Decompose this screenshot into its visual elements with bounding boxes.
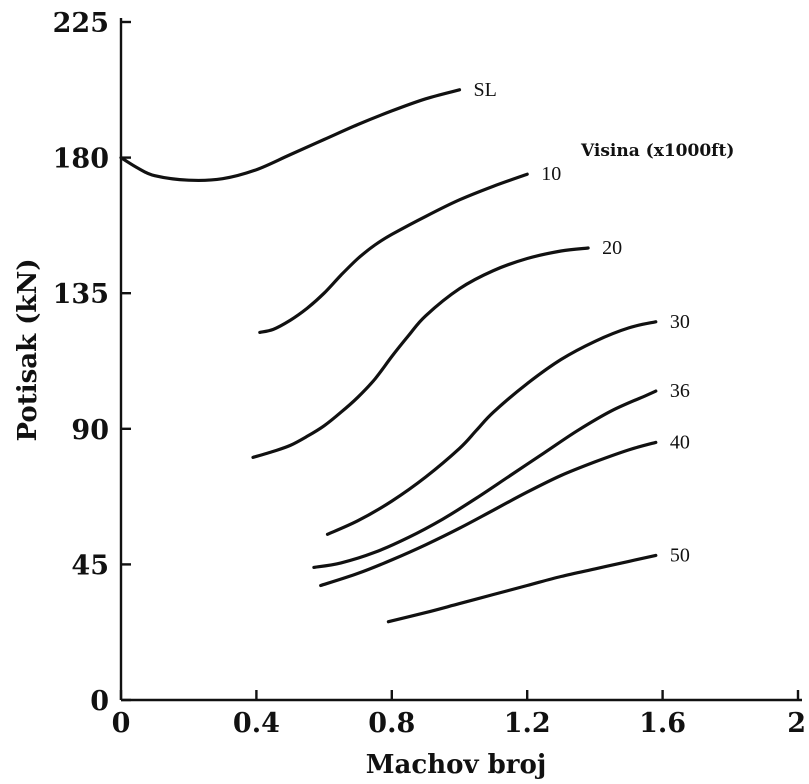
- x-tick-label: 2: [787, 708, 806, 739]
- series-line-10: [258, 172, 529, 334]
- series-line-50: [386, 553, 658, 624]
- y-tick-label: 180: [53, 144, 109, 175]
- axes: [119, 18, 802, 702]
- series-line-40: [319, 440, 658, 588]
- series-label-sl: SL: [474, 79, 497, 101]
- series-line-sl: [119, 88, 462, 183]
- series-label-20: 20: [602, 237, 622, 259]
- series-label-40: 40: [670, 431, 690, 453]
- x-tick-label: 1.6: [639, 708, 686, 739]
- series-lines: [119, 88, 658, 624]
- series-label-50: 50: [670, 544, 690, 566]
- series-label-10: 10: [541, 163, 561, 185]
- x-tick-label: 0.4: [233, 708, 280, 739]
- y-tick-label: 0: [90, 686, 109, 717]
- series-labels: SL 10 20 30 36 40 50: [474, 79, 690, 567]
- series-line-20: [251, 246, 590, 459]
- y-tick-label: 45: [71, 550, 109, 581]
- series-label-36: 36: [670, 380, 690, 402]
- y-axis-title: Potisak (kN): [13, 258, 43, 441]
- x-tick-label: 1.2: [504, 708, 551, 739]
- series-label-30: 30: [670, 311, 690, 333]
- x-tick-label: 0: [112, 708, 131, 739]
- series-line-36: [312, 389, 658, 569]
- y-tick-label: 135: [53, 279, 109, 310]
- x-axis-title: Machov broj: [366, 750, 547, 780]
- legend-title: Visina (x1000ft): [580, 141, 734, 161]
- y-tick-label: 90: [71, 415, 109, 446]
- series-line-30: [325, 320, 658, 536]
- x-tick-label: 0.8: [368, 708, 415, 739]
- y-tick-label: 225: [53, 8, 109, 39]
